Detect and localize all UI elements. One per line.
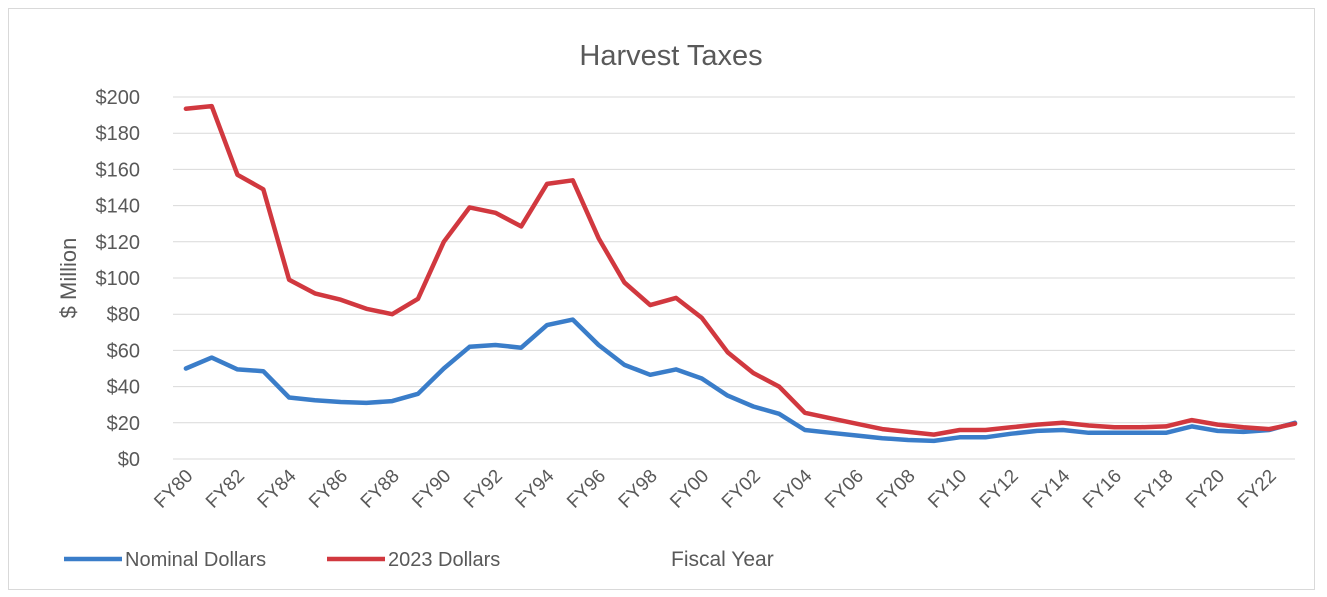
y-tick-label: $20 <box>107 413 140 435</box>
y-tick-label: $0 <box>118 449 140 471</box>
x-tick-label: FY82 <box>202 466 249 513</box>
x-tick-label: FY12 <box>976 466 1023 513</box>
x-tick-label: FY86 <box>305 466 352 513</box>
series-line-1 <box>183 317 1298 444</box>
y-tick-label: $140 <box>96 196 141 218</box>
x-axis-label: Fiscal Year <box>671 548 774 571</box>
chart-frame <box>8 8 1315 590</box>
y-tick-label: $60 <box>107 340 140 362</box>
x-tick-label: FY04 <box>769 465 816 512</box>
x-tick-label: FY00 <box>666 466 713 513</box>
x-tick-label: FY94 <box>512 465 559 512</box>
y-tick-label: $160 <box>96 159 141 181</box>
x-tick-label: FY10 <box>924 466 971 513</box>
x-tick-label: FY90 <box>408 466 455 513</box>
legend: Nominal Dollars 2023 Dollars <box>64 549 500 571</box>
chart-title: Harvest Taxes <box>579 40 762 72</box>
y-tick-label: $40 <box>107 377 140 399</box>
series-line-2 <box>183 103 1298 437</box>
y-tick-label: $100 <box>96 268 141 290</box>
x-tick-label: FY20 <box>1182 466 1229 513</box>
x-tick-label: FY08 <box>873 466 920 513</box>
y-tick-label: $180 <box>96 123 141 145</box>
x-tick-label: FY98 <box>615 466 662 513</box>
x-tick-label: FY22 <box>1234 466 1281 513</box>
series-lines <box>183 103 1298 444</box>
x-axis-tick-labels: FY80 FY82 FY84 FY86 FY88 FY90 FY92 FY94 FY96 FY98… <box>150 465 1280 512</box>
y-axis-tick-labels: $0 $20 $40 $60 $80 $100 $120 $140 $160 $180 $200 <box>96 87 141 471</box>
x-tick-label: FY02 <box>718 466 765 513</box>
legend-label: 2023 Dollars <box>388 549 500 571</box>
x-tick-label: FY14 <box>1027 465 1074 512</box>
x-tick-label: FY80 <box>150 466 197 513</box>
y-tick-label: $120 <box>96 232 141 254</box>
y-tick-label: $200 <box>96 87 141 109</box>
x-tick-label: FY16 <box>1079 466 1126 513</box>
legend-label: Nominal Dollars <box>125 549 266 571</box>
x-tick-label: FY18 <box>1131 466 1178 513</box>
gridlines <box>173 96 1295 460</box>
x-tick-label: FY96 <box>563 466 610 513</box>
x-tick-label: FY88 <box>357 466 404 513</box>
x-tick-label: FY84 <box>254 465 301 512</box>
y-tick-label: $80 <box>107 304 140 326</box>
y-axis-label: $ Million <box>56 238 81 319</box>
x-tick-label: FY06 <box>821 466 868 513</box>
x-tick-label: FY92 <box>460 466 507 513</box>
